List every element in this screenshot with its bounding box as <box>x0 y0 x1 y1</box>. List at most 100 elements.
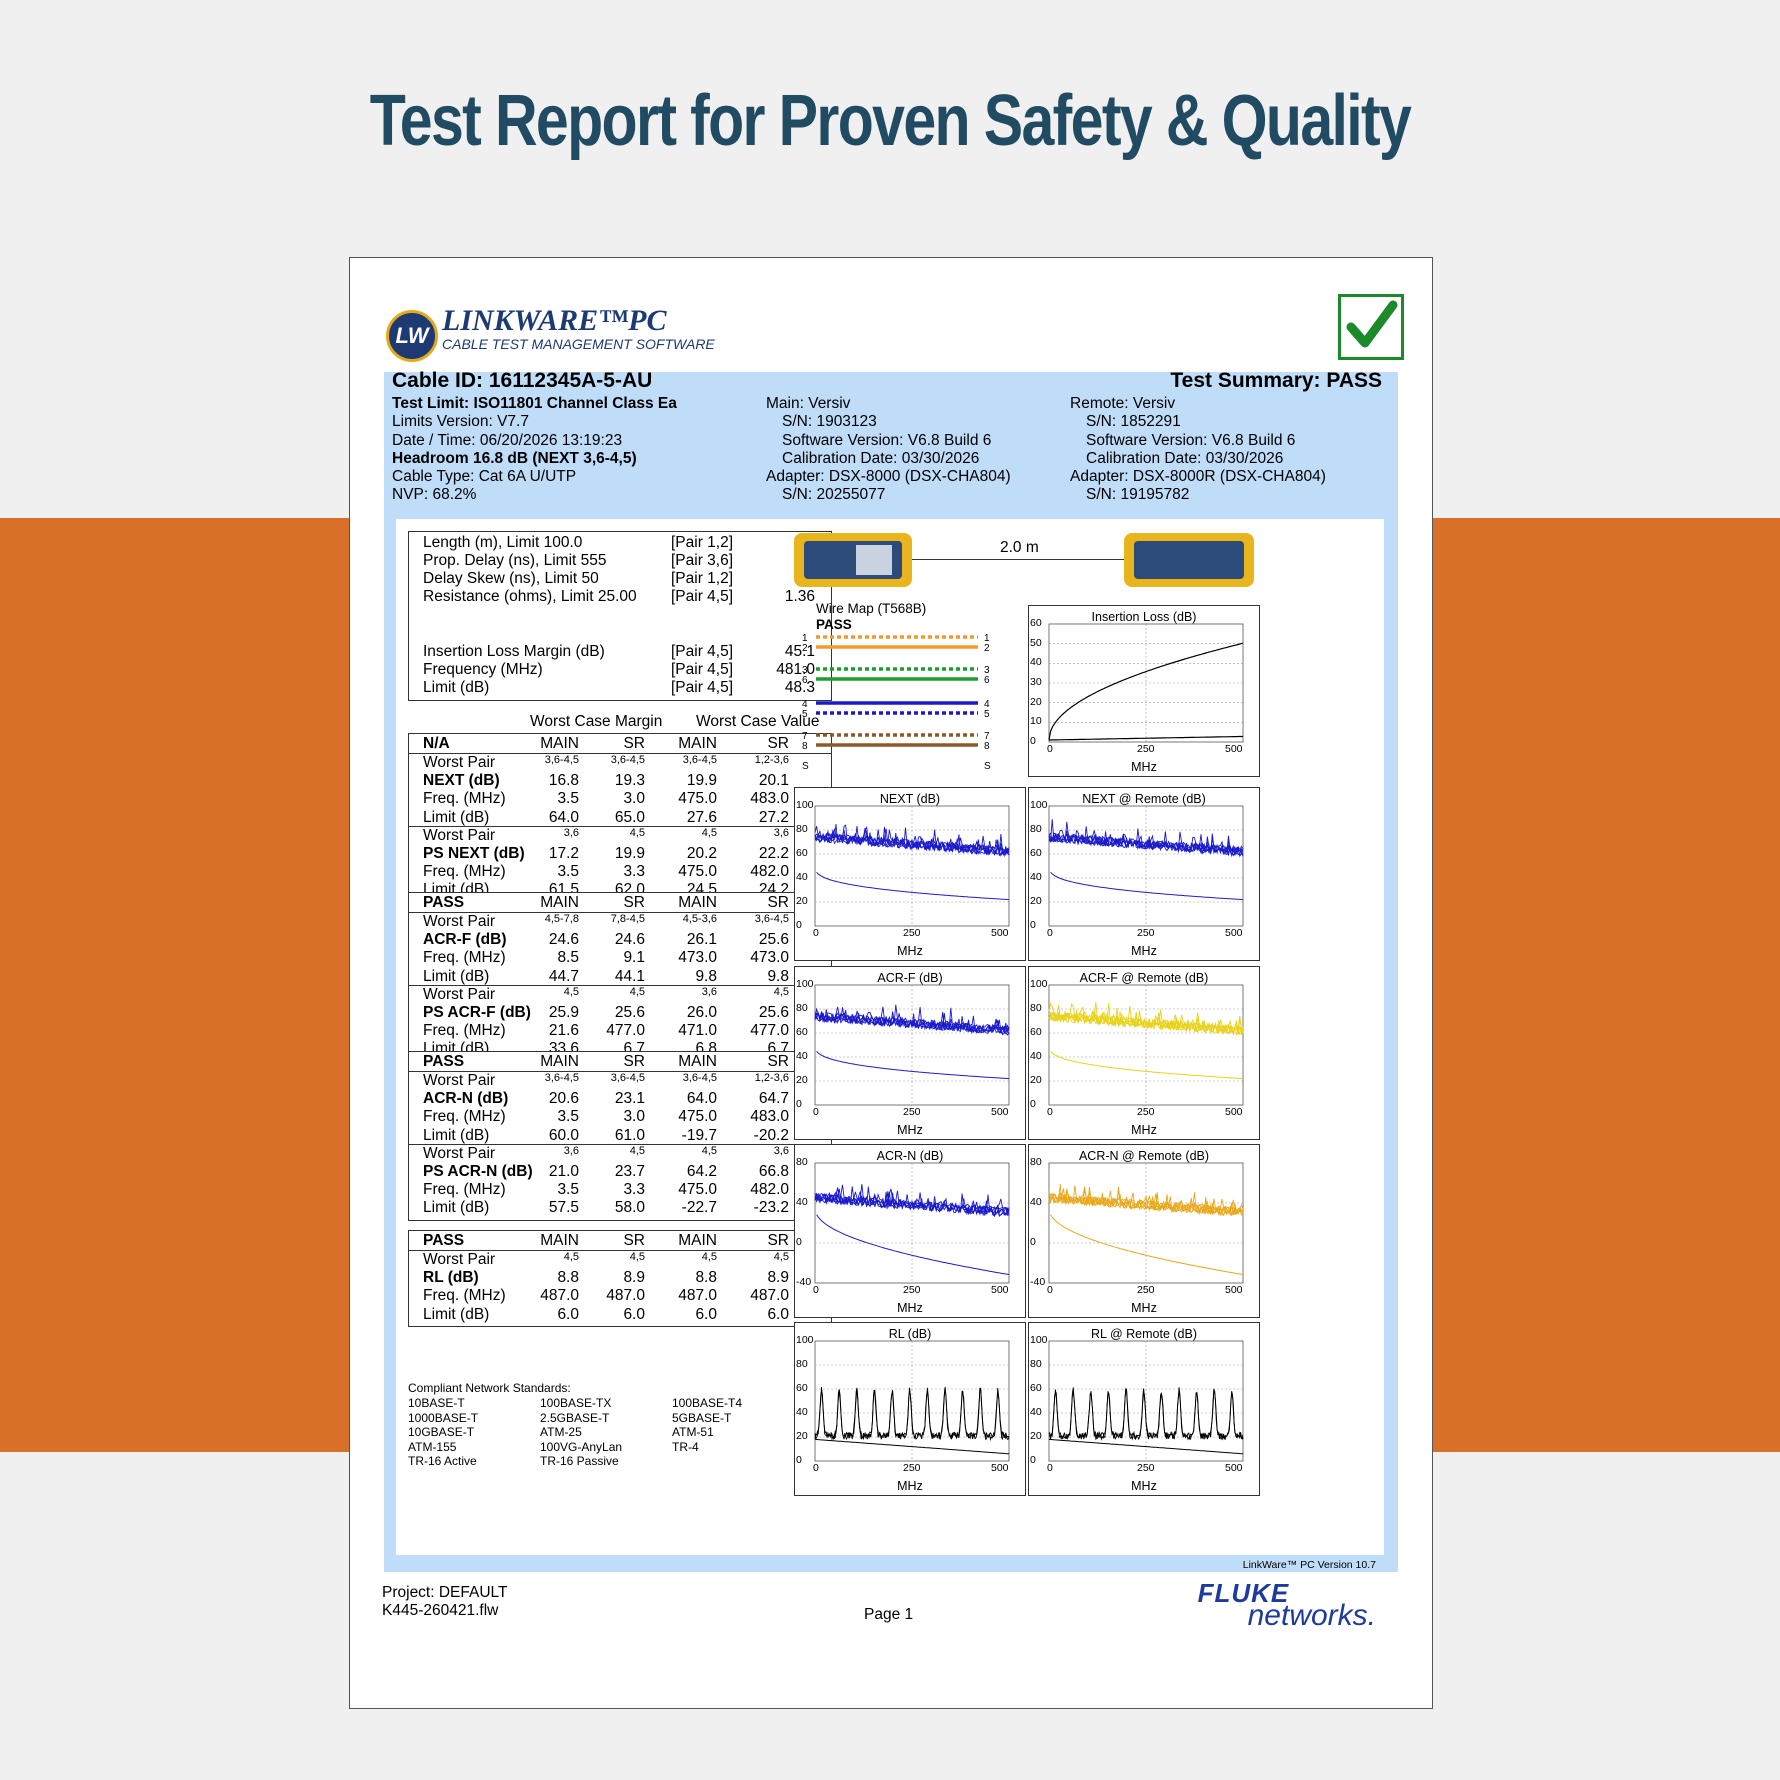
x-tick-label: 500 <box>1225 927 1243 939</box>
table-cell: 483.0 <box>750 790 789 808</box>
x-tick-label: 500 <box>1225 743 1243 755</box>
table-row-label: ACR-F (dB) <box>423 931 507 949</box>
main-tester-device <box>794 533 912 587</box>
table-cell: 3.3 <box>623 1181 645 1199</box>
table-row-label: Freq. (MHz) <box>423 1108 506 1126</box>
chart-panel: Insertion Loss (dB) 60 50 40 30 20 10 0 0 250 500 M… <box>1028 605 1260 777</box>
wire-pin-label: 8 <box>802 741 808 752</box>
cable-id: Cable ID: 16112345A-5-AU <box>392 369 653 392</box>
standard-item: ATM-51 <box>672 1425 714 1440</box>
standard-item: 2.5GBASE-T <box>540 1410 610 1425</box>
standard-item: ATM-25 <box>540 1425 582 1440</box>
chart-title: ACR-F @ Remote (dB) <box>1079 971 1209 985</box>
report-panel: Cable ID: 16112345A-5-AU Test Summary: P… <box>384 369 1398 1572</box>
series-line <box>814 1438 1010 1455</box>
series-line <box>814 824 1010 856</box>
table-cell: 473.0 <box>750 949 789 967</box>
x-axis-label: MHz <box>897 944 923 958</box>
table-cell: 64.2 <box>686 1163 717 1180</box>
y-tick-label: 20 <box>796 1430 808 1442</box>
chart-plot <box>814 1162 1010 1284</box>
standard-item: TR-16 Active <box>408 1454 477 1469</box>
test-report-sheet: LW LINKWARE™PC CABLE TEST MANAGEMENT SOF… <box>349 257 1433 1709</box>
table-cell: 3,6-4,5 <box>544 1072 579 1084</box>
y-tick-label: 20 <box>1030 1430 1042 1442</box>
series-line <box>816 871 1010 901</box>
table-cell: 475.0 <box>678 1108 717 1126</box>
table-cell: 487.0 <box>606 1287 645 1305</box>
table-cell: 19.3 <box>614 772 645 790</box>
table-cell: 477.0 <box>750 1022 789 1040</box>
table-cell: 44.7 <box>548 967 579 985</box>
table-cell: -19.7 <box>681 1126 717 1144</box>
table-row-label: Freq. (MHz) <box>423 1181 506 1199</box>
x-tick-label: 0 <box>1047 1284 1053 1296</box>
table-col-header: MAIN <box>540 1232 579 1249</box>
table-cell: 9.1 <box>623 949 645 967</box>
table-cell: 3,6 <box>563 1144 579 1157</box>
table-cell: 24.6 <box>614 931 645 949</box>
chart-plot <box>1048 623 1244 743</box>
x-axis-label: MHz <box>1131 1123 1157 1137</box>
table-cell: 8.8 <box>557 1269 579 1287</box>
table-cell: 8.5 <box>557 949 579 967</box>
report-body: Length (m), Limit 100.0 [Pair 1,2] 2.0 P… <box>396 519 1384 1555</box>
series-line <box>816 1050 1010 1080</box>
table-cell: 65.0 <box>614 808 645 826</box>
y-tick-label: 80 <box>796 1358 808 1370</box>
header-left-block: Test Limit: ISO11801 Channel Class Ea Li… <box>392 395 677 504</box>
standard-item: TR-16 Passive <box>540 1454 619 1469</box>
x-tick-label: 500 <box>991 1462 1009 1474</box>
table-cell: 473.0 <box>678 949 717 967</box>
table-col-header: MAIN <box>678 894 717 911</box>
pass-check-icon <box>1338 294 1404 360</box>
table-row-label: Worst Pair <box>423 913 496 930</box>
table-cell: 19.9 <box>614 845 645 862</box>
series-line <box>1048 1002 1244 1036</box>
chart-title: RL (dB) <box>888 1327 932 1341</box>
logo-subtitle: CABLE TEST MANAGEMENT SOFTWARE <box>442 336 715 352</box>
lw-logo-icon: LW <box>386 310 438 362</box>
y-tick-label: 100 <box>796 799 814 811</box>
standard-item: ATM-155 <box>408 1439 457 1454</box>
table-cell: 19.9 <box>686 772 717 790</box>
table-cell: 3.5 <box>557 863 579 881</box>
y-tick-label: 20 <box>796 1074 808 1086</box>
table-cell: 21.6 <box>548 1022 579 1040</box>
series-line <box>814 1387 1010 1442</box>
chart-plot <box>814 805 1010 927</box>
y-tick-label: 40 <box>796 1050 808 1062</box>
table-cell: 6.0 <box>623 1305 645 1323</box>
table-cell: 4,5 <box>701 826 717 839</box>
y-tick-label: 60 <box>1030 1382 1042 1394</box>
table-col-header: SR <box>767 1053 789 1070</box>
y-tick-label: 40 <box>796 871 808 883</box>
x-axis-label: MHz <box>1131 1479 1157 1493</box>
wiremap-diagram: 1 12 23 36 64 45 57 78 8S S <box>802 633 991 772</box>
chart-panel: ACR-F @ Remote (dB) 100 80 60 40 20 0 0 250 500 MH… <box>1028 966 1260 1140</box>
table-status: PASS <box>423 1232 465 1249</box>
table-cell: 23.1 <box>614 1090 645 1108</box>
y-tick-label: 0 <box>796 1454 802 1466</box>
table-row-label: Worst Pair <box>423 985 496 1003</box>
wire-pin-label: 7 <box>984 731 990 742</box>
table-cell: 27.2 <box>758 808 789 826</box>
table-cell: 20.6 <box>548 1090 579 1108</box>
standard-item: TR-4 <box>672 1439 699 1454</box>
table-row-label: Freq. (MHz) <box>423 863 506 881</box>
x-axis-label: MHz <box>1131 1301 1157 1315</box>
table-cell: 3,6-4,5 <box>682 754 717 766</box>
table-row-label: PS NEXT (dB) <box>423 845 525 862</box>
wire-pin-label: 4 <box>984 699 990 710</box>
table-cell: 3.0 <box>623 790 645 808</box>
table-cell: 4,5 <box>773 1251 789 1263</box>
table-cell: 25.6 <box>614 1004 645 1021</box>
wire-pin-label: 2 <box>802 643 808 654</box>
y-tick-label: 100 <box>796 1334 814 1346</box>
x-tick-label: 250 <box>1137 927 1155 939</box>
y-tick-label: 60 <box>796 847 808 859</box>
table-cell: -20.2 <box>753 1126 789 1144</box>
y-tick-label: -40 <box>1030 1276 1046 1288</box>
table-cell: 24.6 <box>548 931 579 949</box>
table-col-header: SR <box>767 1232 789 1249</box>
